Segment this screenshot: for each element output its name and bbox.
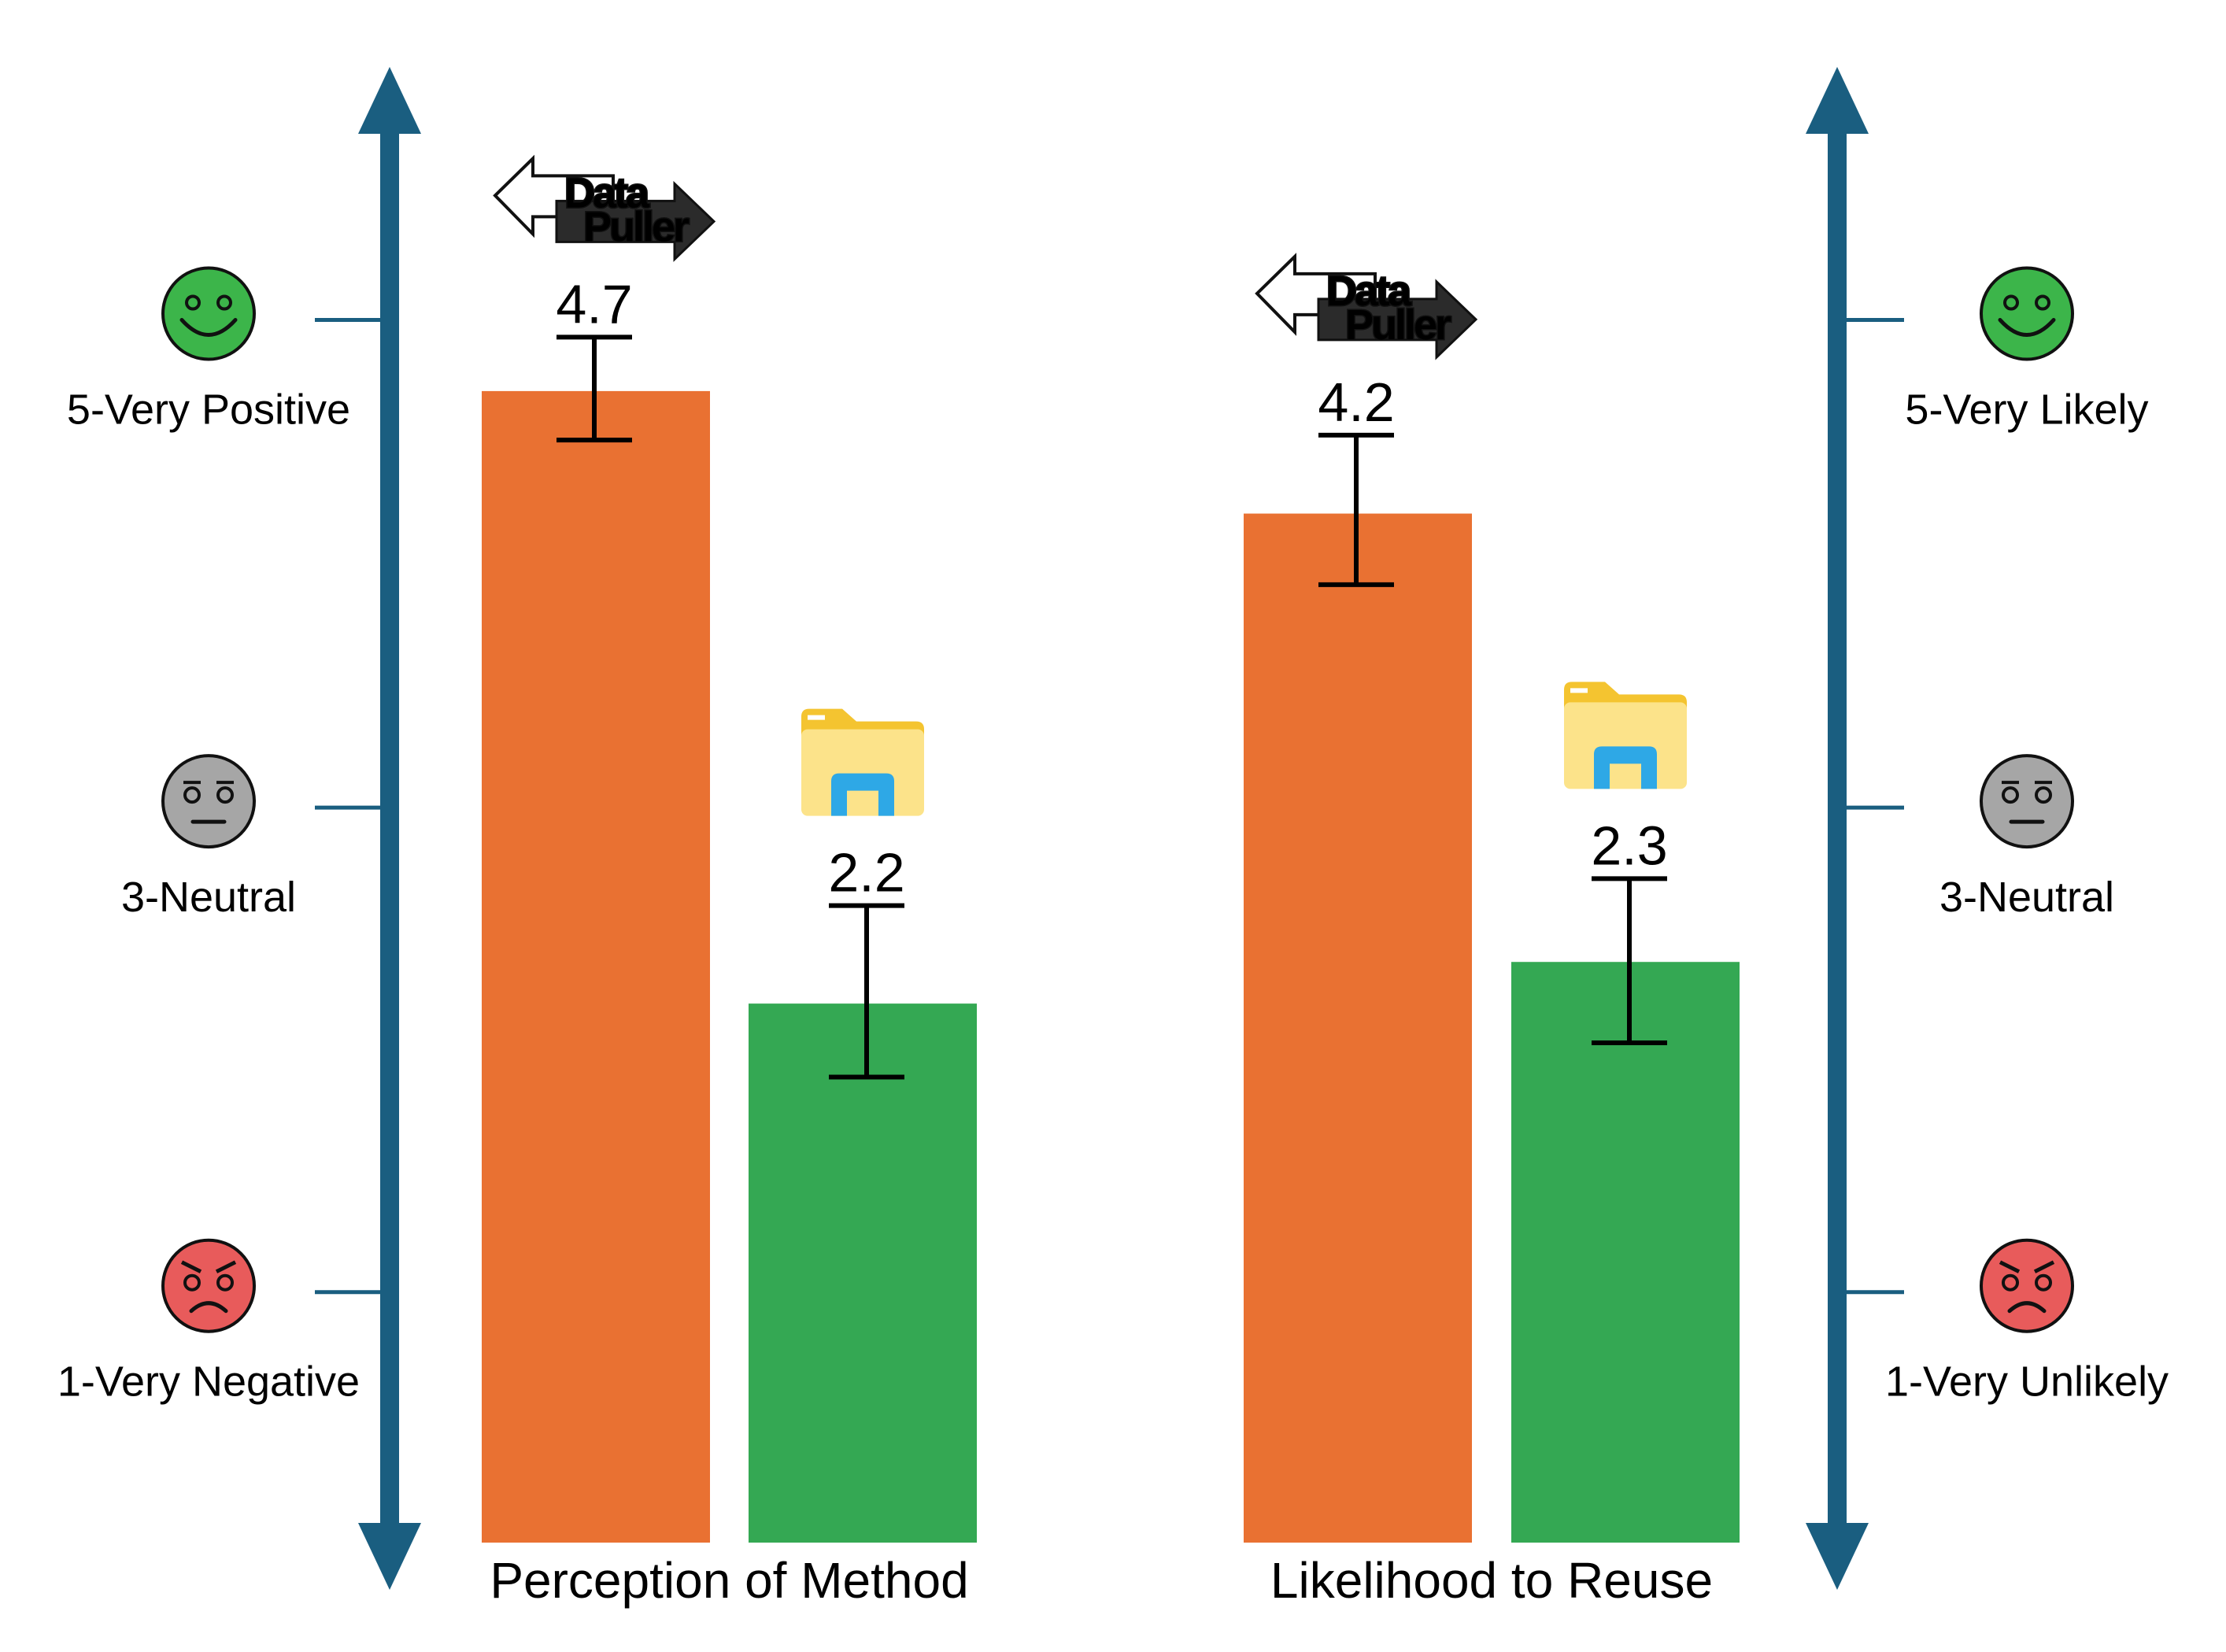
group-label-2: Likelihood to Reuse [1270, 1552, 1713, 1609]
datapuller-right-arrow [555, 180, 716, 262]
face-eye [2035, 294, 2050, 311]
face-eye [216, 294, 232, 311]
bar-value-label: 2.3 [1591, 815, 1667, 876]
datapuller-logo-text-puller: Puller [1345, 301, 1451, 349]
right-axis-line [1828, 126, 1847, 1531]
face-eye [2003, 294, 2019, 311]
happy-face-circle [1980, 266, 2074, 361]
angry-face-circle [161, 1238, 256, 1333]
bar-1-1 [482, 390, 710, 1543]
error-bar [829, 903, 904, 1080]
folder-body [1564, 702, 1687, 789]
datapuller-logo-text-data: Data [564, 169, 650, 216]
right-axis-label-3: 3-Neutral [1939, 874, 2114, 921]
neutral-face-icon [1980, 754, 2074, 849]
labels-layer: 4.7 2.2 Perception of Method 4.2 2.3 Likeliho… [490, 273, 1713, 1609]
angry-face-circle [1980, 1238, 2074, 1333]
face-eye [183, 786, 201, 804]
right-axis-down-arrow-icon [1806, 1523, 1869, 1590]
group-label-1: Perception of Method [490, 1552, 968, 1609]
face-mouth [2007, 1301, 2047, 1314]
neutral-face-circle [161, 754, 256, 849]
bar-2-1 [1244, 513, 1472, 1543]
left-axis-up-arrow-icon [358, 67, 421, 134]
left-axis-label-1: 1-Very Negative [57, 1358, 360, 1406]
face-mouth [1998, 318, 2056, 337]
file-explorer-folder-icon [1564, 682, 1687, 789]
bar-2-2 [1511, 962, 1740, 1543]
left-axis-label-3: 3-Neutral [121, 874, 296, 921]
right-axis-label-1: 1-Very Unlikely [1885, 1358, 2169, 1406]
bar-value-label: 2.2 [828, 842, 904, 904]
error-bars-layer [556, 334, 1667, 1080]
face-eye [2002, 1273, 2019, 1292]
datapuller-logo-text-puller: Puller [583, 203, 690, 250]
face-eye [2035, 786, 2052, 804]
bar-value-label: 4.2 [1318, 371, 1394, 433]
folder-explorer-mark [1594, 746, 1657, 789]
right-axis-label-5: 5-Very Likely [1905, 386, 2148, 434]
face-brow [180, 1260, 202, 1273]
neutral-face-icon [161, 754, 256, 849]
bars-layer [482, 390, 1740, 1543]
face-brow [215, 1260, 237, 1273]
right-axis-up-arrow-icon [1806, 67, 1869, 134]
face-eye [183, 1273, 201, 1292]
error-bar [1592, 876, 1667, 1045]
datapuller-logo-text-data: Data [1326, 268, 1412, 315]
face-eye [216, 786, 234, 804]
error-bar [1318, 432, 1394, 587]
left-axis-label-5: 5-Very Positive [67, 386, 350, 434]
happy-face-icon [1980, 266, 2074, 361]
face-eye [216, 1273, 234, 1292]
happy-face-icon [161, 266, 256, 361]
face-eye [2035, 1273, 2052, 1292]
face-mouth [189, 1301, 228, 1314]
file-explorer-folder-icon [801, 708, 924, 816]
happy-face-circle [161, 266, 256, 361]
angry-face-icon [1980, 1238, 2074, 1333]
face-eye [2002, 786, 2019, 804]
face-mouth [179, 318, 238, 337]
right-axis: 5-Very Likely 3-Neutral 1-Very Unlikely [1806, 67, 2169, 1590]
folder-explorer-mark [831, 773, 894, 816]
folder-body [801, 729, 924, 816]
error-bar [556, 334, 632, 443]
left-axis-down-arrow-icon [358, 1523, 421, 1590]
folder-tab-stripe [808, 715, 825, 720]
face-eye [185, 294, 201, 311]
left-axis-line [380, 126, 399, 1531]
bar-1-2 [749, 1003, 977, 1543]
bar-value-label: 4.7 [556, 273, 632, 334]
left-axis: 5-Very Positive 3-Neutral 1-Very Negative [57, 67, 421, 1590]
angry-face-icon [161, 1238, 256, 1333]
datapuller-right-arrow [1317, 279, 1478, 360]
neutral-face-circle [1980, 754, 2074, 849]
face-brow [2033, 1260, 2055, 1273]
folder-tab-stripe [1570, 688, 1588, 693]
face-brow [1999, 1260, 2021, 1273]
